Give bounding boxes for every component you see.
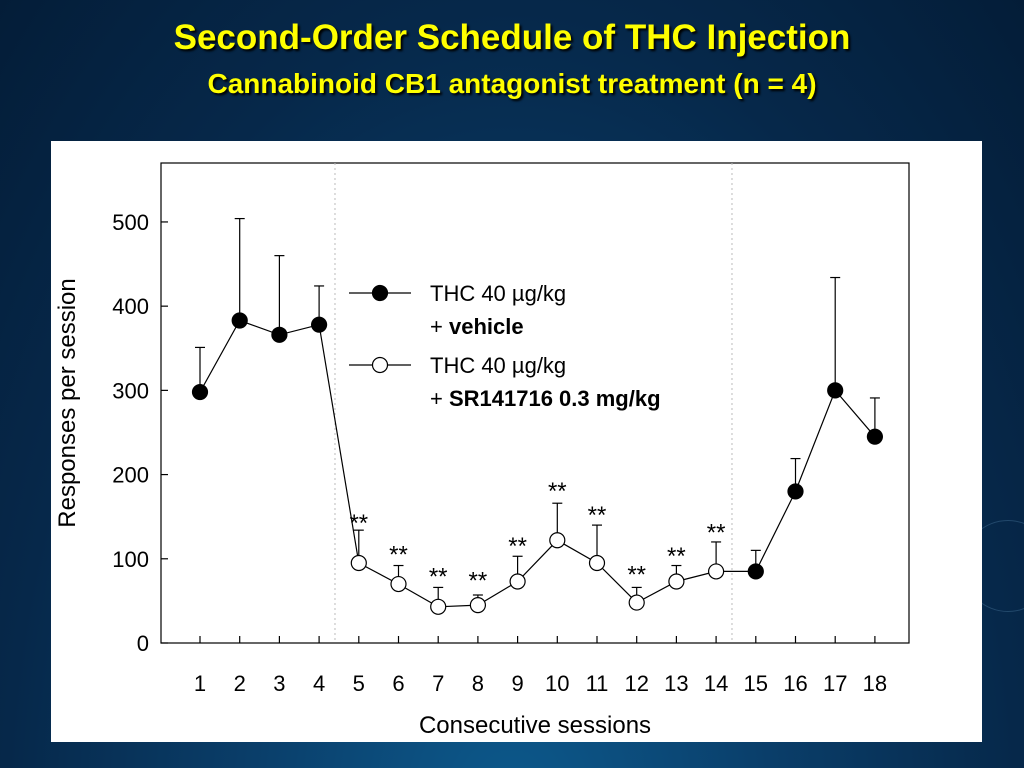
- data-point-sr141716: [390, 575, 407, 593]
- data-point-sr141716: [628, 594, 645, 611]
- x-tick-label: 2: [234, 671, 246, 696]
- legend-label-line2: + vehicle: [430, 314, 524, 339]
- data-point-vehicle: [231, 312, 248, 329]
- x-tick-label: 1: [194, 671, 206, 696]
- data-point-vehicle: [827, 382, 844, 399]
- x-tick-label: 11: [586, 671, 609, 696]
- data-point-sr141716: [430, 598, 447, 615]
- x-tick-label: 16: [783, 671, 807, 696]
- x-tick-label: 12: [624, 671, 648, 696]
- legend-label-line1: THC 40 µg/kg: [430, 353, 566, 378]
- x-tick-label: 4: [313, 671, 325, 696]
- y-tick-label: 0: [137, 631, 149, 656]
- data-point-sr141716: [509, 573, 526, 590]
- data-point-vehicle: [866, 428, 884, 445]
- legend-marker: [371, 284, 389, 302]
- plot-frame: [160, 162, 910, 644]
- x-tick-label: 7: [432, 671, 444, 696]
- legend-label-bold: vehicle: [449, 314, 524, 339]
- legend-marker: [371, 356, 389, 374]
- x-tick-label: 14: [704, 671, 728, 696]
- y-axis-label: Responses per session: [54, 278, 81, 527]
- x-tick-label: 18: [863, 671, 887, 696]
- significance-label: **: [349, 510, 368, 537]
- significance-label: **: [588, 502, 607, 529]
- x-axis-label: Consecutive sessions: [419, 712, 651, 739]
- x-tick-label: 10: [545, 671, 569, 696]
- x-tick-label: 13: [664, 671, 688, 696]
- legend-label-line2: + SR141716 0.3 mg/kg: [430, 386, 661, 411]
- significance-label: **: [548, 478, 567, 505]
- legend-label-prefix: +: [430, 314, 449, 339]
- data-point-sr141716: [350, 554, 367, 572]
- y-tick-label: 400: [112, 294, 149, 319]
- x-tick-label: 17: [823, 671, 847, 696]
- data-point-vehicle: [747, 563, 764, 580]
- data-point-sr141716: [707, 563, 725, 580]
- significance-label: **: [508, 533, 527, 560]
- x-tick-label: 6: [392, 671, 404, 696]
- data-point-vehicle: [271, 326, 288, 343]
- data-point-vehicle: [311, 316, 328, 333]
- chart-panel: 0 100 200 300 400 500 1 2 3 4 5 6 7 8 9 10 11 12 13 14 15 16…: [51, 141, 982, 742]
- x-tick-label: 8: [472, 671, 484, 696]
- y-tick-label: 200: [112, 463, 149, 488]
- x-tick-label: 3: [273, 671, 285, 696]
- legend-label-prefix: +: [430, 386, 449, 411]
- legend-label-line1: THC 40 µg/kg: [430, 281, 566, 306]
- data-point-vehicle: [191, 383, 209, 401]
- data-point-vehicle: [787, 483, 804, 500]
- y-tick-label: 100: [112, 547, 149, 572]
- significance-label: **: [707, 519, 726, 546]
- data-point-sr141716: [668, 573, 685, 590]
- x-tick-label: 5: [353, 671, 365, 696]
- x-tick-label: 15: [744, 671, 768, 696]
- significance-label: **: [429, 563, 448, 590]
- slide-title: Second-Order Schedule of THC Injection: [173, 18, 851, 57]
- significance-label: **: [389, 541, 408, 568]
- y-tick-label: 300: [112, 378, 149, 403]
- data-point-sr141716: [549, 532, 566, 549]
- y-tick-label: 500: [112, 210, 149, 235]
- x-tick-label: 9: [511, 671, 523, 696]
- significance-label: **: [667, 543, 686, 570]
- slide-subtitle: Cannabinoid CB1 antagonist treatment (n …: [207, 68, 817, 99]
- data-point-sr141716: [588, 554, 606, 572]
- significance-label: **: [469, 567, 488, 594]
- significance-label: **: [627, 562, 646, 589]
- data-point-sr141716: [469, 597, 486, 614]
- legend-label-bold: SR141716 0.3 mg/kg: [449, 386, 661, 411]
